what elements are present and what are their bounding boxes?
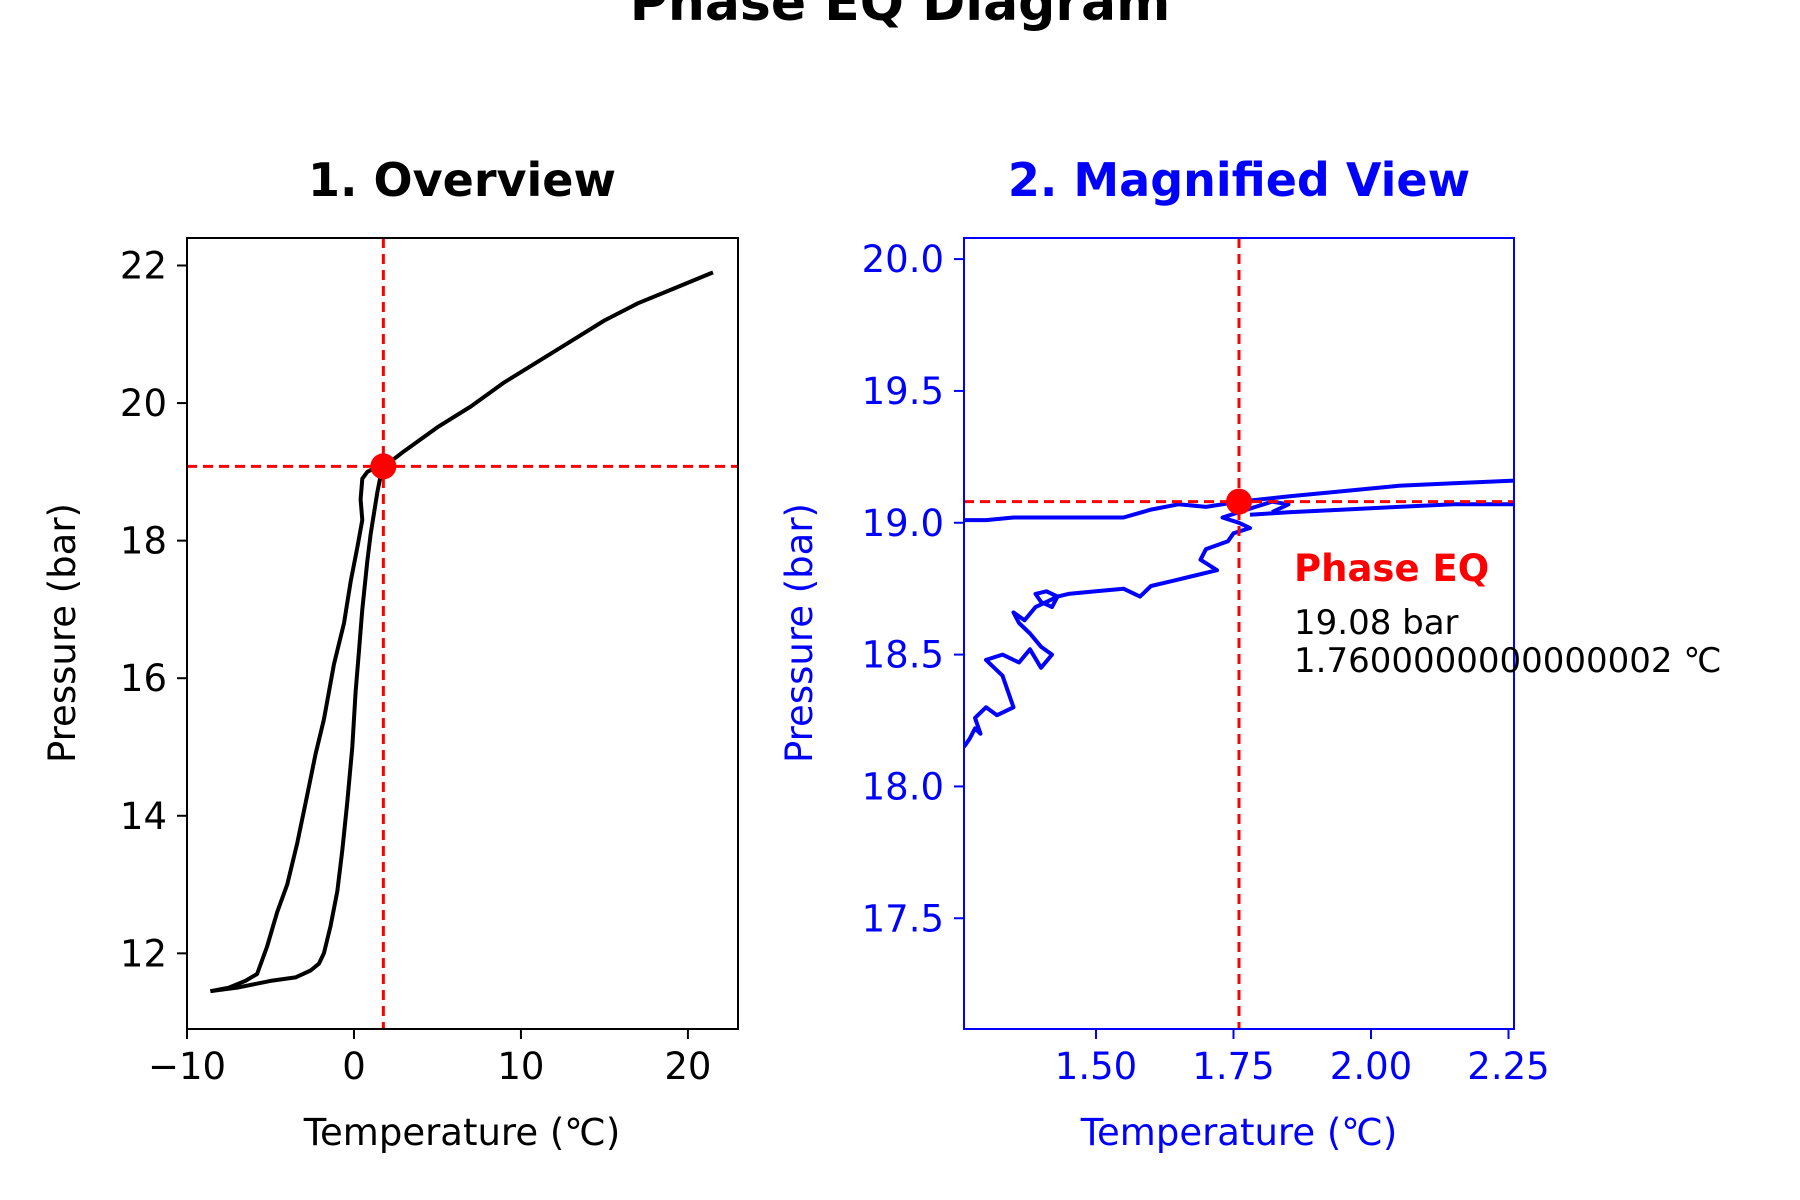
overview-axes-frame xyxy=(186,237,739,1030)
overview-ticks: −10 0 10 20 12 14 16 18 20 22 xyxy=(120,245,712,1088)
magnified-y-tick-label: 19.5 xyxy=(862,370,944,413)
figure-title: Phase EQ Diagram xyxy=(630,0,1171,33)
magnified-series-line-3 xyxy=(1249,502,1514,517)
overview-markers xyxy=(370,453,397,480)
overview-reference-lines xyxy=(187,238,738,1029)
overview-x-tick-label: −10 xyxy=(148,1045,226,1088)
overview-x-axis-label: Temperature (℃) xyxy=(303,1111,621,1154)
phase-eq-pressure-text: 19.08 bar xyxy=(1294,603,1459,643)
magnified-y-tick-label: 18.0 xyxy=(862,765,944,808)
magnified-y-tick-label: 18.5 xyxy=(862,634,944,677)
magnified-x-tick-label: 2.00 xyxy=(1330,1045,1412,1088)
overview-panel: 1. Overview −10 0 10 20 12 14 16 18 20 22 Tempera… xyxy=(41,153,739,1154)
overview-y-tick-label: 18 xyxy=(120,520,167,563)
magnified-x-tick-label: 1.75 xyxy=(1192,1045,1274,1088)
magnified-axes-frame xyxy=(963,237,1515,1030)
overview-series-line-2 xyxy=(210,465,386,994)
magnified-x-tick-label: 2.25 xyxy=(1467,1045,1549,1088)
phase-eq-annotation-title: Phase EQ xyxy=(1294,547,1489,590)
overview-series-group xyxy=(210,270,714,994)
magnified-title: 2. Magnified View xyxy=(1008,153,1470,207)
overview-y-tick-label: 20 xyxy=(120,382,167,425)
magnified-y-axis-label: Pressure (bar) xyxy=(778,503,821,763)
overview-y-tick-label: 12 xyxy=(120,932,167,975)
magnified-y-tick-label: 17.5 xyxy=(862,897,944,940)
overview-y-axis-label: Pressure (bar) xyxy=(41,503,84,763)
overview-title: 1. Overview xyxy=(308,153,616,207)
overview-x-tick-label: 0 xyxy=(342,1045,366,1088)
phase-eq-temperature-text: 1.7600000000000002 ℃ xyxy=(1294,641,1722,681)
magnified-ticks: 1.50 1.75 2.00 2.25 17.5 18.0 18.5 19.0 19.5 20.0 xyxy=(862,238,1550,1088)
magnified-series-line-1 xyxy=(964,499,1291,749)
overview-y-tick-label: 14 xyxy=(120,795,167,838)
magnified-panel: 2. Magnified View 1.50 1.75 2.00 2.25 17.5 18… xyxy=(778,153,1722,1154)
magnified-x-tick-label: 1.50 xyxy=(1055,1045,1137,1088)
magnified-eq-marker xyxy=(1226,488,1252,515)
overview-x-tick-label: 10 xyxy=(497,1045,544,1088)
magnified-x-axis-label: Temperature (℃) xyxy=(1080,1111,1398,1154)
magnified-series-line-2 xyxy=(964,478,1514,523)
overview-y-tick-label: 22 xyxy=(120,245,167,288)
magnified-markers xyxy=(1226,488,1252,515)
overview-series-line-1 xyxy=(210,270,714,994)
magnified-y-tick-label: 20.0 xyxy=(862,238,944,281)
overview-eq-marker xyxy=(370,453,397,480)
overview-y-tick-label: 16 xyxy=(120,657,167,700)
overview-x-tick-label: 20 xyxy=(664,1045,711,1088)
magnified-y-tick-label: 19.0 xyxy=(862,502,944,545)
magnified-series-group xyxy=(964,478,1514,749)
